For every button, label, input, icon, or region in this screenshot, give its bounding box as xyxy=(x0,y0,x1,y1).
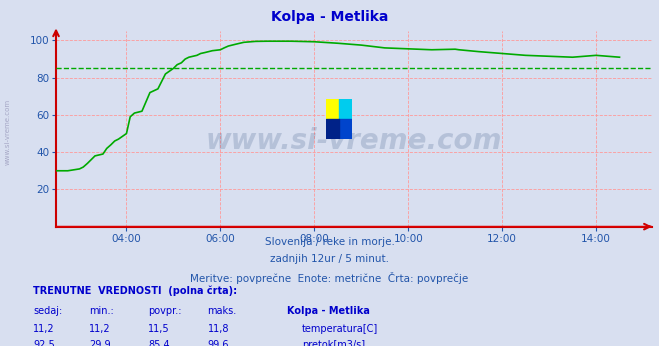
Text: Kolpa - Metlika: Kolpa - Metlika xyxy=(271,10,388,24)
Text: maks.: maks. xyxy=(208,306,237,316)
Text: Slovenija / reke in morje.: Slovenija / reke in morje. xyxy=(264,237,395,247)
Text: TRENUTNE  VREDNOSTI  (polna črta):: TRENUTNE VREDNOSTI (polna črta): xyxy=(33,285,237,296)
Text: Kolpa - Metlika: Kolpa - Metlika xyxy=(287,306,370,316)
Text: Meritve: povprečne  Enote: metrične  Črta: povprečje: Meritve: povprečne Enote: metrične Črta:… xyxy=(190,272,469,284)
Text: pretok[m3/s]: pretok[m3/s] xyxy=(302,340,365,346)
Text: 29,9: 29,9 xyxy=(89,340,111,346)
Text: 99,6: 99,6 xyxy=(208,340,229,346)
Text: 11,8: 11,8 xyxy=(208,324,229,334)
Text: povpr.:: povpr.: xyxy=(148,306,182,316)
Text: 11,2: 11,2 xyxy=(89,324,111,334)
Text: 11,5: 11,5 xyxy=(148,324,170,334)
Text: www.si-vreme.com: www.si-vreme.com xyxy=(5,98,11,165)
Text: temperatura[C]: temperatura[C] xyxy=(302,324,378,334)
Text: www.si-vreme.com: www.si-vreme.com xyxy=(206,127,502,155)
Text: 92,5: 92,5 xyxy=(33,340,55,346)
Text: sedaj:: sedaj: xyxy=(33,306,62,316)
Text: zadnjih 12ur / 5 minut.: zadnjih 12ur / 5 minut. xyxy=(270,254,389,264)
Text: min.:: min.: xyxy=(89,306,114,316)
Text: 85,4: 85,4 xyxy=(148,340,170,346)
Text: 11,2: 11,2 xyxy=(33,324,55,334)
